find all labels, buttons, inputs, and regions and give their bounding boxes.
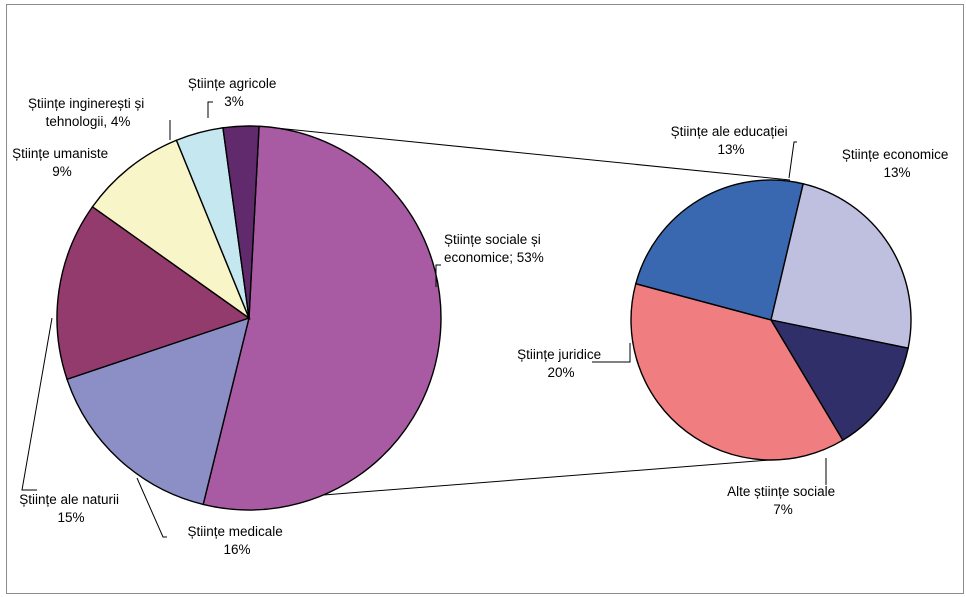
label-alte: Alte științe sociale 7% [727,484,839,517]
label-agricole: Științe agricole 3% [188,76,280,109]
label-juridice: Științe juridice 20% [517,347,605,380]
leader-medical [136,477,167,538]
label-medical: Științe medicale 16% [187,524,286,557]
connector-line-top [258,125,791,181]
leader-agricole [207,101,213,118]
label-inginer: Științe inginerești și tehnologii, 4% [28,96,148,129]
leader-lines [21,101,827,538]
label-natural: Științe ale naturii 15% [19,492,123,525]
label-umaniste: Științe umaniste 9% [12,146,112,179]
pie-slice-stiinte-ale-naturii [56,205,251,381]
leader-juridice [592,343,631,363]
pie-slice-stiinte-ale-educatiei [634,179,805,321]
pie-slice-stiinte-economice [770,182,912,349]
leader-educatie [788,141,797,179]
leader-natural [21,317,53,491]
label-educatie: Științe ale educației 13% [671,124,792,157]
breakdown-pie [630,179,912,461]
pie-slice-stiinte-umaniste [91,139,251,320]
label-economice: Științe economice 13% [842,147,952,180]
main-pie [56,125,442,511]
pie-slice-stiinte-agricole [222,125,260,319]
pie-slice-stiinte-juridice [630,282,844,461]
label-social-economic: Științe sociale și economice; 53% [444,232,545,265]
leader-social-economic [435,264,441,287]
pie-slice-alte-stiinte-sociale [769,318,909,442]
pie-slice-stiinte-sociale-si-economice [202,125,442,511]
